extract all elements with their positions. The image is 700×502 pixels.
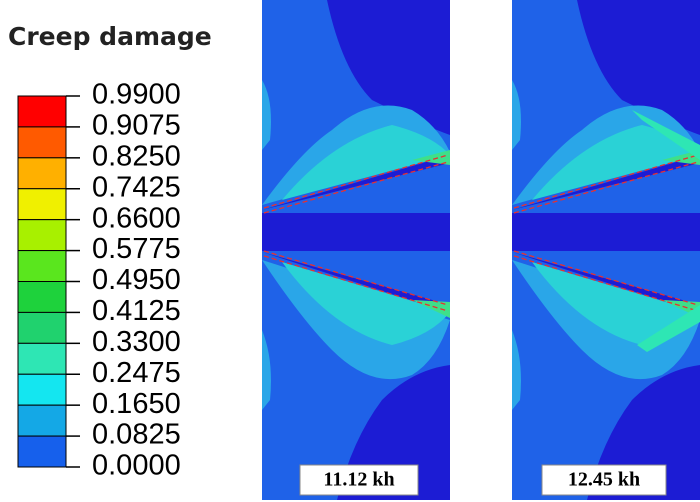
legend-swatch	[17, 250, 67, 282]
contour-plot	[511, 0, 700, 501]
contour-plot	[261, 0, 451, 501]
panel: 11.12 kh	[261, 0, 451, 501]
legend-swatch	[17, 373, 67, 406]
legend-label: 0.4125	[92, 295, 181, 327]
panel-caption: 12.45 kh	[568, 469, 640, 491]
caption-box	[541, 464, 667, 496]
legend-label: 0.1650	[92, 388, 181, 420]
legend-label: 0.2475	[92, 357, 181, 389]
color-legend: 0.99000.90750.82500.74250.66000.57750.49…	[17, 79, 181, 482]
legend-label: 0.3300	[92, 326, 181, 358]
legend-label: 0.0000	[92, 450, 181, 482]
legend-swatch	[17, 188, 67, 221]
legend-swatch	[17, 311, 67, 344]
legend-label: 0.8250	[92, 140, 181, 172]
legend-label: 0.9075	[92, 110, 181, 142]
legend-label: 0.7425	[92, 171, 181, 203]
legend-swatch	[17, 281, 67, 313]
legend-swatch	[17, 157, 67, 190]
panel-caption: 11.12 kh	[323, 469, 394, 491]
legend-label: 0.4950	[92, 264, 181, 296]
legend-swatch	[17, 219, 67, 252]
legend-label: 0.9900	[92, 79, 181, 111]
legend-title: Creep damage	[8, 22, 212, 51]
caption-box	[299, 464, 419, 496]
legend-label: 0.0825	[92, 419, 181, 451]
legend-label: 0.6600	[92, 202, 181, 234]
legend-swatch	[17, 342, 67, 375]
legend-swatch	[17, 404, 67, 437]
legend-swatch	[17, 126, 67, 159]
legend-swatch	[17, 435, 67, 468]
legend-swatch	[17, 95, 67, 128]
legend-label: 0.5775	[92, 233, 181, 265]
panel: 12.45 kh	[511, 0, 700, 501]
